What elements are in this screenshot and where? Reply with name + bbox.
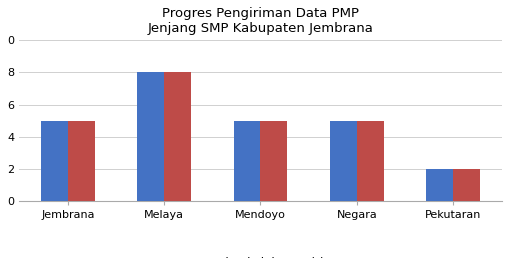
Bar xyxy=(68,121,95,201)
Bar xyxy=(453,169,480,201)
Bar xyxy=(137,72,164,201)
Bar xyxy=(41,121,68,201)
Legend: Total Sekolah, Kirim: Total Sekolah, Kirim xyxy=(180,252,341,258)
Bar xyxy=(164,72,191,201)
Bar xyxy=(357,121,384,201)
Title: Progres Pengiriman Data PMP
Jenjang SMP Kabupaten Jembrana: Progres Pengiriman Data PMP Jenjang SMP … xyxy=(148,7,374,35)
Bar xyxy=(234,121,261,201)
Bar xyxy=(426,169,453,201)
Bar xyxy=(261,121,288,201)
Bar xyxy=(330,121,357,201)
